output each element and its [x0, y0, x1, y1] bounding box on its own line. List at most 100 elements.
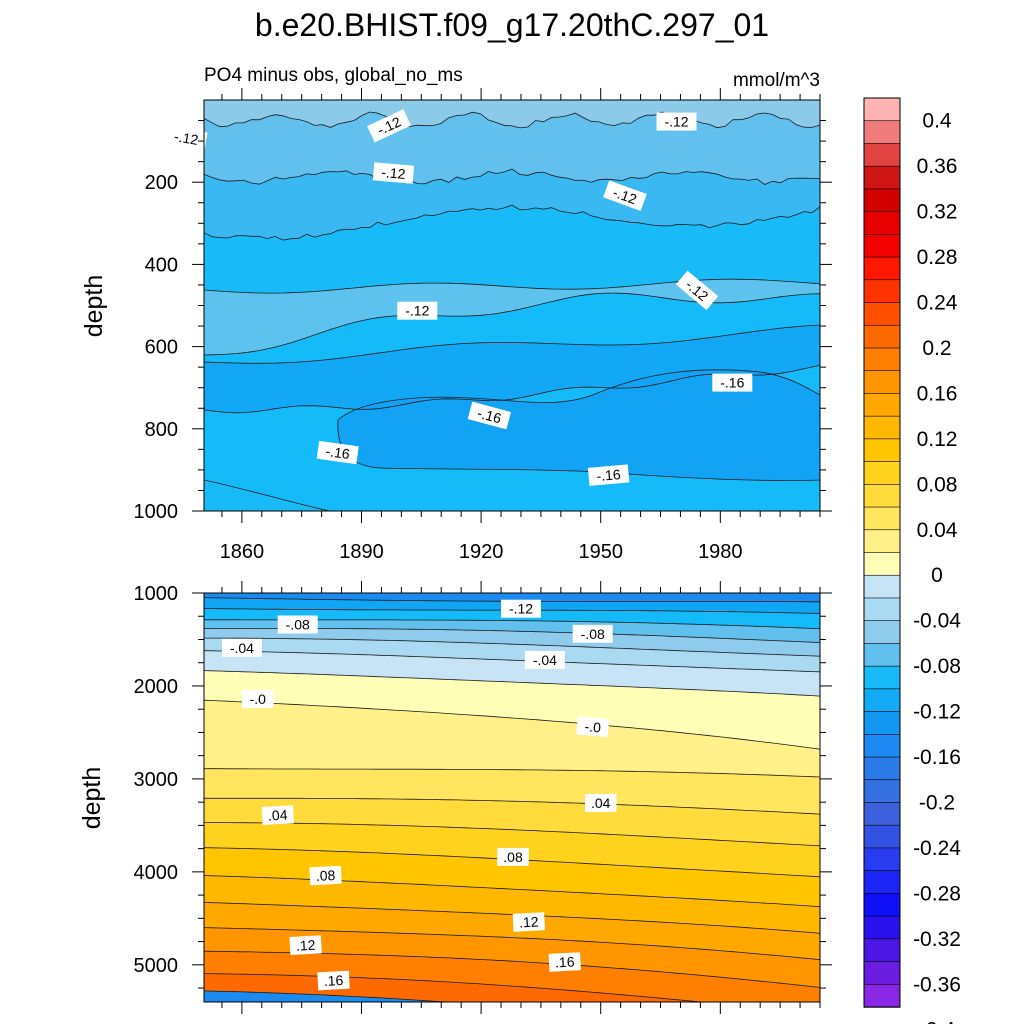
- contour-label-text: -.16: [325, 443, 351, 462]
- contour-label-box: [584, 794, 617, 812]
- contour-band: [204, 205, 820, 294]
- contour-label: -.04: [221, 638, 262, 657]
- contour-label-box: [497, 847, 529, 866]
- contour-line: [204, 927, 820, 961]
- contour-label: -.12: [165, 125, 208, 151]
- contour-label: .08: [309, 865, 342, 886]
- colorbar-swatch: [863, 961, 901, 985]
- colorbar-tick-label: -0.16: [913, 746, 961, 769]
- contour-label: -.12: [603, 180, 647, 211]
- colorbar: 0.4 0.36 0.32 0.28 0.24 0.2 0.16 0.12 0.08 0.04 0 -…: [863, 97, 961, 1024]
- contour-label: .12: [512, 912, 546, 932]
- contour-band: [204, 847, 820, 907]
- y-tick-label: 800: [145, 419, 178, 441]
- chart-units-label: mmol/m^3: [733, 70, 820, 91]
- contour-label-box: [467, 401, 512, 430]
- colorbar-tick-label: 0: [931, 564, 943, 587]
- contour-line: [204, 797, 820, 815]
- contour-label: .12: [289, 935, 322, 956]
- contour-band: [204, 927, 820, 988]
- contour-label-text: .12: [296, 937, 316, 954]
- colorbar-swatch: [863, 256, 901, 281]
- contour-label-text: -.16: [720, 375, 744, 391]
- contour-band: [204, 902, 820, 960]
- contour-line: [204, 990, 453, 1002]
- contour-label-box: [277, 615, 318, 634]
- upper-y-axis-label: depth: [80, 275, 108, 338]
- colorbar-swatch: [863, 461, 901, 486]
- contour-label: -.12: [397, 301, 438, 320]
- contour-label-text: -.0: [250, 691, 267, 707]
- colorbar-tick-label: 0.08: [917, 473, 958, 496]
- colorbar-tick-label: 0.32: [917, 201, 958, 224]
- contour-label-box: [316, 440, 359, 465]
- contour-label-text: -.16: [596, 466, 622, 484]
- colorbar-swatch: [863, 415, 901, 440]
- contour-label-text: -.04: [230, 640, 254, 656]
- colorbar-swatch: [863, 347, 901, 372]
- contour-line: [204, 168, 820, 185]
- colorbar-swatch: [863, 484, 901, 508]
- colorbar-swatch: [863, 597, 901, 622]
- contour-label: -.12: [501, 599, 541, 618]
- contour-label: .04: [584, 794, 617, 812]
- y-tick-label: 600: [145, 337, 178, 359]
- lower-axes: 1000 2000 3000 4000 5000: [134, 581, 832, 1014]
- contour-label-box: [524, 650, 565, 669]
- x-tick-label: 1890: [339, 541, 384, 563]
- contour-line: [204, 637, 820, 657]
- contour-band: [204, 650, 820, 697]
- lower-contour-labels: -.12 -.08 -.08 -.04 -.04 -.0 -.0 .04 .04 .08 .08 .1…: [221, 599, 617, 991]
- x-tick-label: 1920: [459, 541, 504, 563]
- x-tick-label: 1980: [698, 541, 743, 563]
- colorbar-swatch: [863, 552, 901, 576]
- contour-label-box: [656, 112, 697, 131]
- colorbar-swatch: [863, 234, 901, 258]
- colorbar-tick-label: -0.12: [913, 701, 961, 724]
- colorbar-tick-label: 0.4: [922, 110, 952, 133]
- colorbar-swatch: [863, 802, 901, 826]
- contour-line: [204, 822, 820, 847]
- x-tick-label: 1950: [578, 541, 623, 563]
- colorbar-swatch: [863, 506, 901, 531]
- contour-label-box: [397, 301, 438, 320]
- contour-label-text: -.12: [173, 128, 200, 148]
- contour-line: [204, 324, 820, 364]
- contour-label: -.16: [467, 401, 512, 430]
- contour-label: .16: [548, 952, 581, 972]
- colorbar-swatch: [863, 143, 901, 167]
- colorbar-swatch: [863, 620, 901, 645]
- colorbar-swatch: [863, 120, 901, 145]
- lower-y-axis-label: depth: [78, 767, 106, 830]
- contour-line: [204, 650, 820, 673]
- contour-label-text: -.12: [405, 303, 429, 319]
- upper-contour-fill: [204, 100, 820, 511]
- colorbar-tick-label: 0.36: [917, 155, 958, 178]
- contour-label-box: [512, 912, 546, 932]
- colorbar-swatch: [863, 529, 901, 554]
- colorbar-swatch: [863, 393, 901, 417]
- colorbar-swatch: [863, 870, 901, 895]
- contour-label-box: [289, 935, 322, 956]
- colorbar-tick-label: -0.24: [913, 837, 961, 860]
- contour-label-text: -.08: [286, 617, 310, 633]
- contour-band: [204, 608, 820, 629]
- contour-label-text: -.12: [664, 114, 688, 130]
- contour-label-box: [372, 162, 415, 184]
- contour-label: -.12: [372, 162, 415, 184]
- colorbar-swatch: [863, 893, 901, 917]
- contour-label-box: [501, 599, 541, 618]
- colorbar-swatch: [863, 188, 901, 213]
- contour-label-text: .16: [323, 972, 343, 989]
- chart-subtitle-left: PO4 minus obs, global_no_ms: [204, 65, 463, 86]
- colorbar-swatch: [863, 733, 901, 758]
- y-tick-label: 1000: [134, 501, 179, 523]
- y-tick-label: 5000: [134, 955, 179, 977]
- y-tick-label: 200: [145, 172, 178, 194]
- contour-label: -.04: [524, 650, 565, 669]
- colorbar-tick-label: 0.2: [922, 337, 951, 360]
- contour-label-box: [317, 970, 350, 991]
- upper-panel: -.12 -.12-.12-.12-.12-.12-.12-.16-.16-.16…: [80, 88, 832, 563]
- contour-label-box: [572, 624, 613, 643]
- colorbar-tick-label: -0.36: [913, 973, 961, 996]
